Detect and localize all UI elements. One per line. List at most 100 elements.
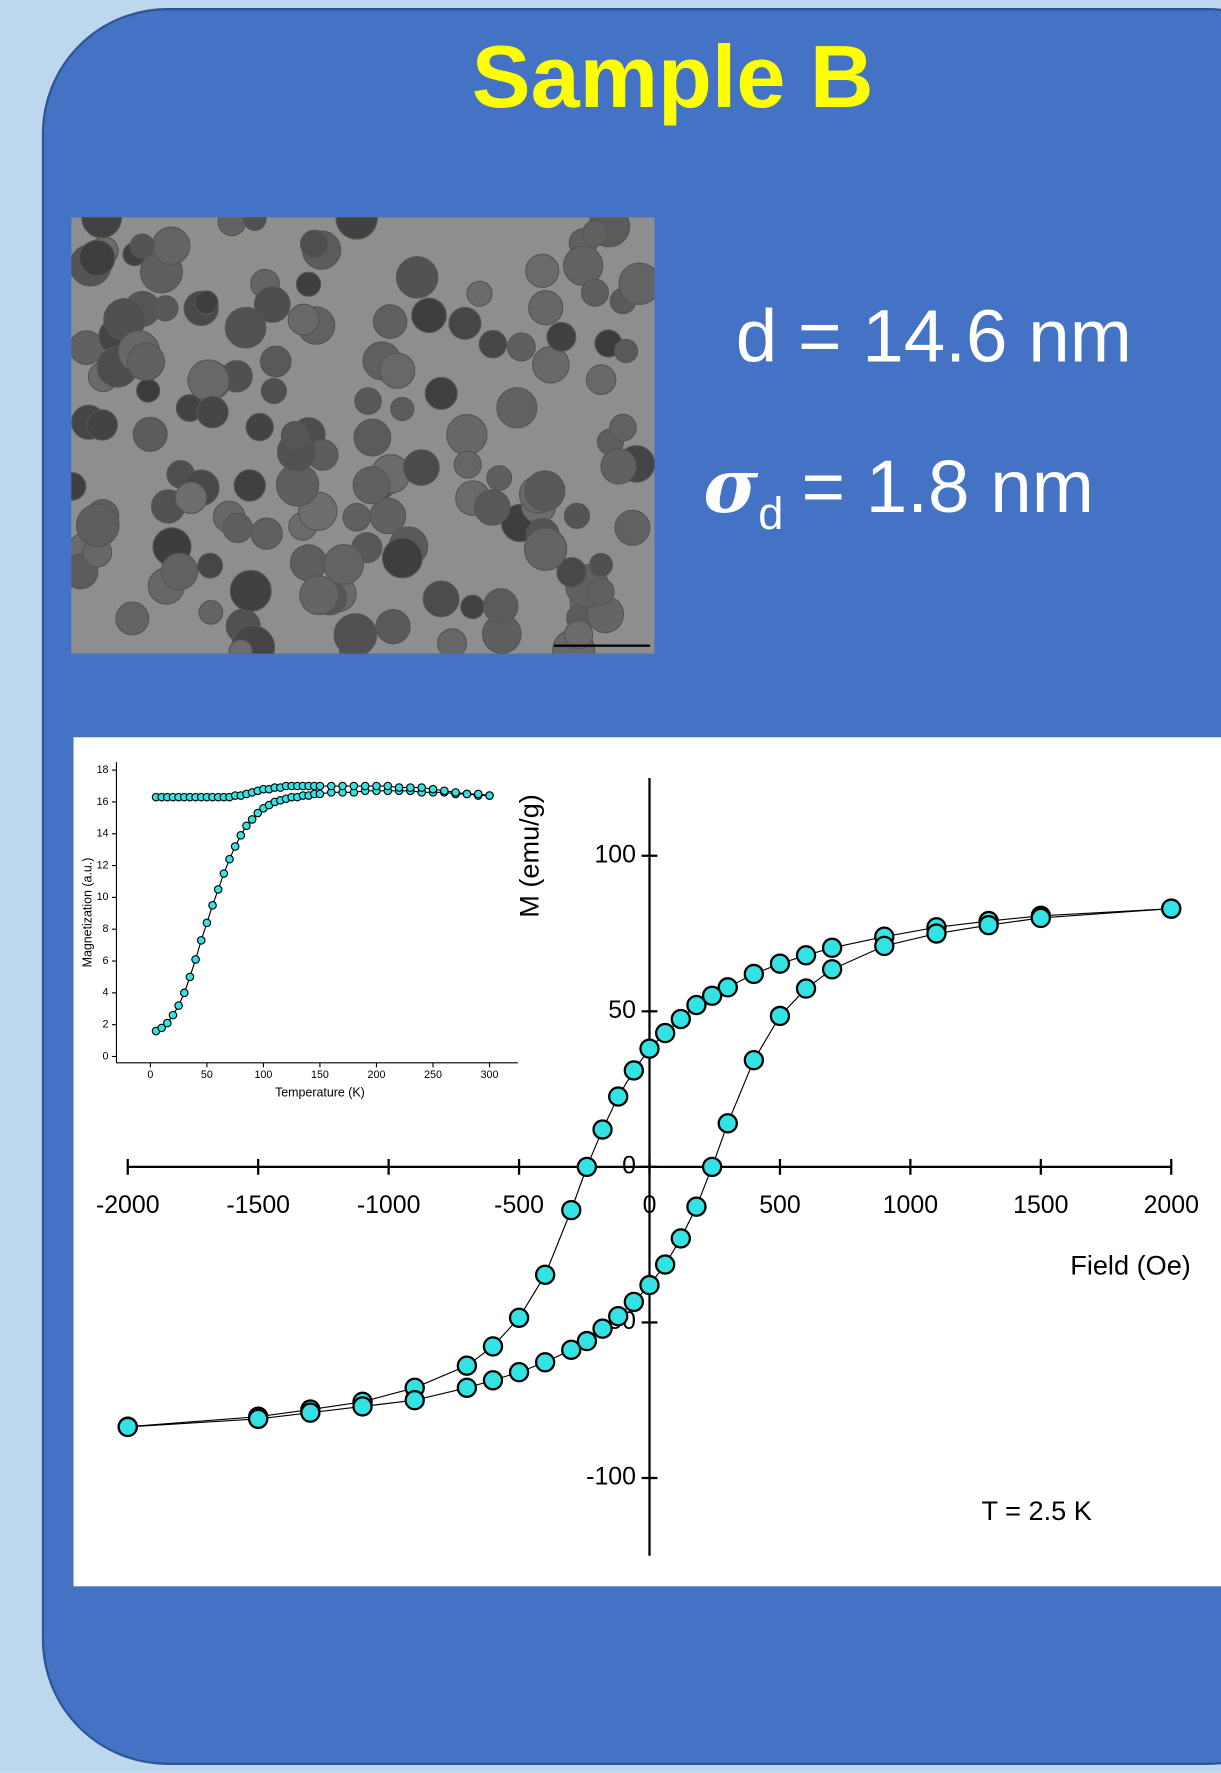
particle (404, 450, 440, 486)
data-point (656, 1256, 674, 1274)
data-point (350, 782, 357, 789)
particle (197, 396, 228, 427)
particle (296, 272, 320, 296)
data-point (609, 1307, 627, 1325)
y-tick-label: 2 (103, 1019, 109, 1031)
data-point (484, 1371, 502, 1389)
data-point (609, 1088, 627, 1106)
data-point (578, 1158, 596, 1176)
particle (152, 227, 189, 264)
x-axis-label: Field (Oe) (1070, 1250, 1191, 1281)
annotation: T = 2.5 K (982, 1495, 1092, 1526)
particle (153, 296, 178, 321)
particle (188, 360, 229, 401)
data-point (797, 946, 815, 964)
data-point (745, 965, 763, 983)
page: Sample B d = 14.6 nm σd= 1.8 nm -2000-15… (0, 0, 1221, 1773)
particle (195, 291, 218, 314)
particle (79, 240, 114, 275)
particle (246, 413, 273, 440)
y-tick-label: 4 (103, 987, 109, 999)
particle (590, 553, 613, 576)
data-point (373, 782, 380, 789)
particle (601, 449, 636, 484)
data-point (301, 1404, 319, 1422)
data-point (249, 1410, 267, 1428)
data-point (214, 886, 221, 893)
data-point (181, 989, 188, 996)
particle (223, 513, 252, 542)
particle (301, 230, 328, 257)
y-tick-label: -100 (586, 1463, 636, 1491)
data-point (407, 784, 414, 791)
particle (382, 538, 422, 578)
particle (396, 257, 437, 298)
data-point (203, 919, 210, 926)
data-point (927, 924, 945, 942)
data-point (243, 822, 250, 829)
particle (533, 346, 570, 383)
particle (324, 545, 363, 584)
data-point (119, 1418, 137, 1436)
particle (524, 528, 566, 570)
poster: Sample B d = 14.6 nm σd= 1.8 nm -2000-15… (0, 0, 1221, 1773)
data-point (458, 1357, 476, 1375)
data-point (237, 832, 244, 839)
panel-title: Sample B (472, 27, 874, 126)
data-point (703, 1158, 721, 1176)
particle (376, 610, 410, 644)
tem-image (58, 198, 660, 672)
x-tick-label: 500 (759, 1191, 800, 1219)
data-point (536, 1266, 554, 1284)
data-point (220, 870, 227, 877)
data-point (823, 960, 841, 978)
data-point (745, 1051, 763, 1069)
data-point (164, 1019, 171, 1026)
data-point (1032, 909, 1050, 927)
particle (334, 614, 376, 656)
particle (529, 291, 563, 325)
y-tick-label: 16 (97, 796, 109, 808)
particle (461, 595, 484, 618)
y-tick-label: 14 (97, 828, 109, 840)
particle (198, 553, 223, 578)
data-point (578, 1332, 596, 1350)
particle (526, 254, 559, 287)
data-point (594, 1120, 612, 1138)
data-point (672, 1229, 690, 1247)
data-point (353, 1397, 371, 1415)
particle (234, 470, 265, 501)
particle (260, 346, 291, 377)
y-axis-label: Magnetization (a.u.) (80, 858, 94, 968)
x-tick-label: 150 (311, 1069, 329, 1081)
particle (380, 353, 415, 388)
particle (161, 553, 198, 590)
particle (619, 263, 660, 304)
data-point (656, 1024, 674, 1042)
x-axis-label: Temperature (K) (275, 1086, 365, 1100)
data-point (209, 902, 216, 909)
particle (615, 510, 650, 545)
particle (588, 578, 614, 604)
particle (288, 304, 319, 335)
data-point (328, 782, 335, 789)
x-tick-label: 200 (368, 1069, 386, 1081)
particle (454, 451, 481, 478)
data-point (406, 1391, 424, 1409)
particle (497, 388, 537, 428)
y-tick-label: 10 (97, 891, 109, 903)
data-point (484, 1337, 502, 1355)
particle (225, 307, 266, 348)
particle (484, 589, 518, 623)
y-tick-label: 8 (103, 923, 109, 935)
data-point (687, 996, 705, 1014)
x-tick-label: 50 (201, 1069, 213, 1081)
data-point (719, 1114, 737, 1132)
data-point (536, 1353, 554, 1371)
data-point (316, 790, 323, 797)
chart-area (73, 737, 1221, 1586)
data-point (1162, 900, 1180, 918)
x-tick-label: 2000 (1144, 1191, 1199, 1219)
x-tick-label: 300 (481, 1069, 499, 1081)
data-point (594, 1320, 612, 1338)
